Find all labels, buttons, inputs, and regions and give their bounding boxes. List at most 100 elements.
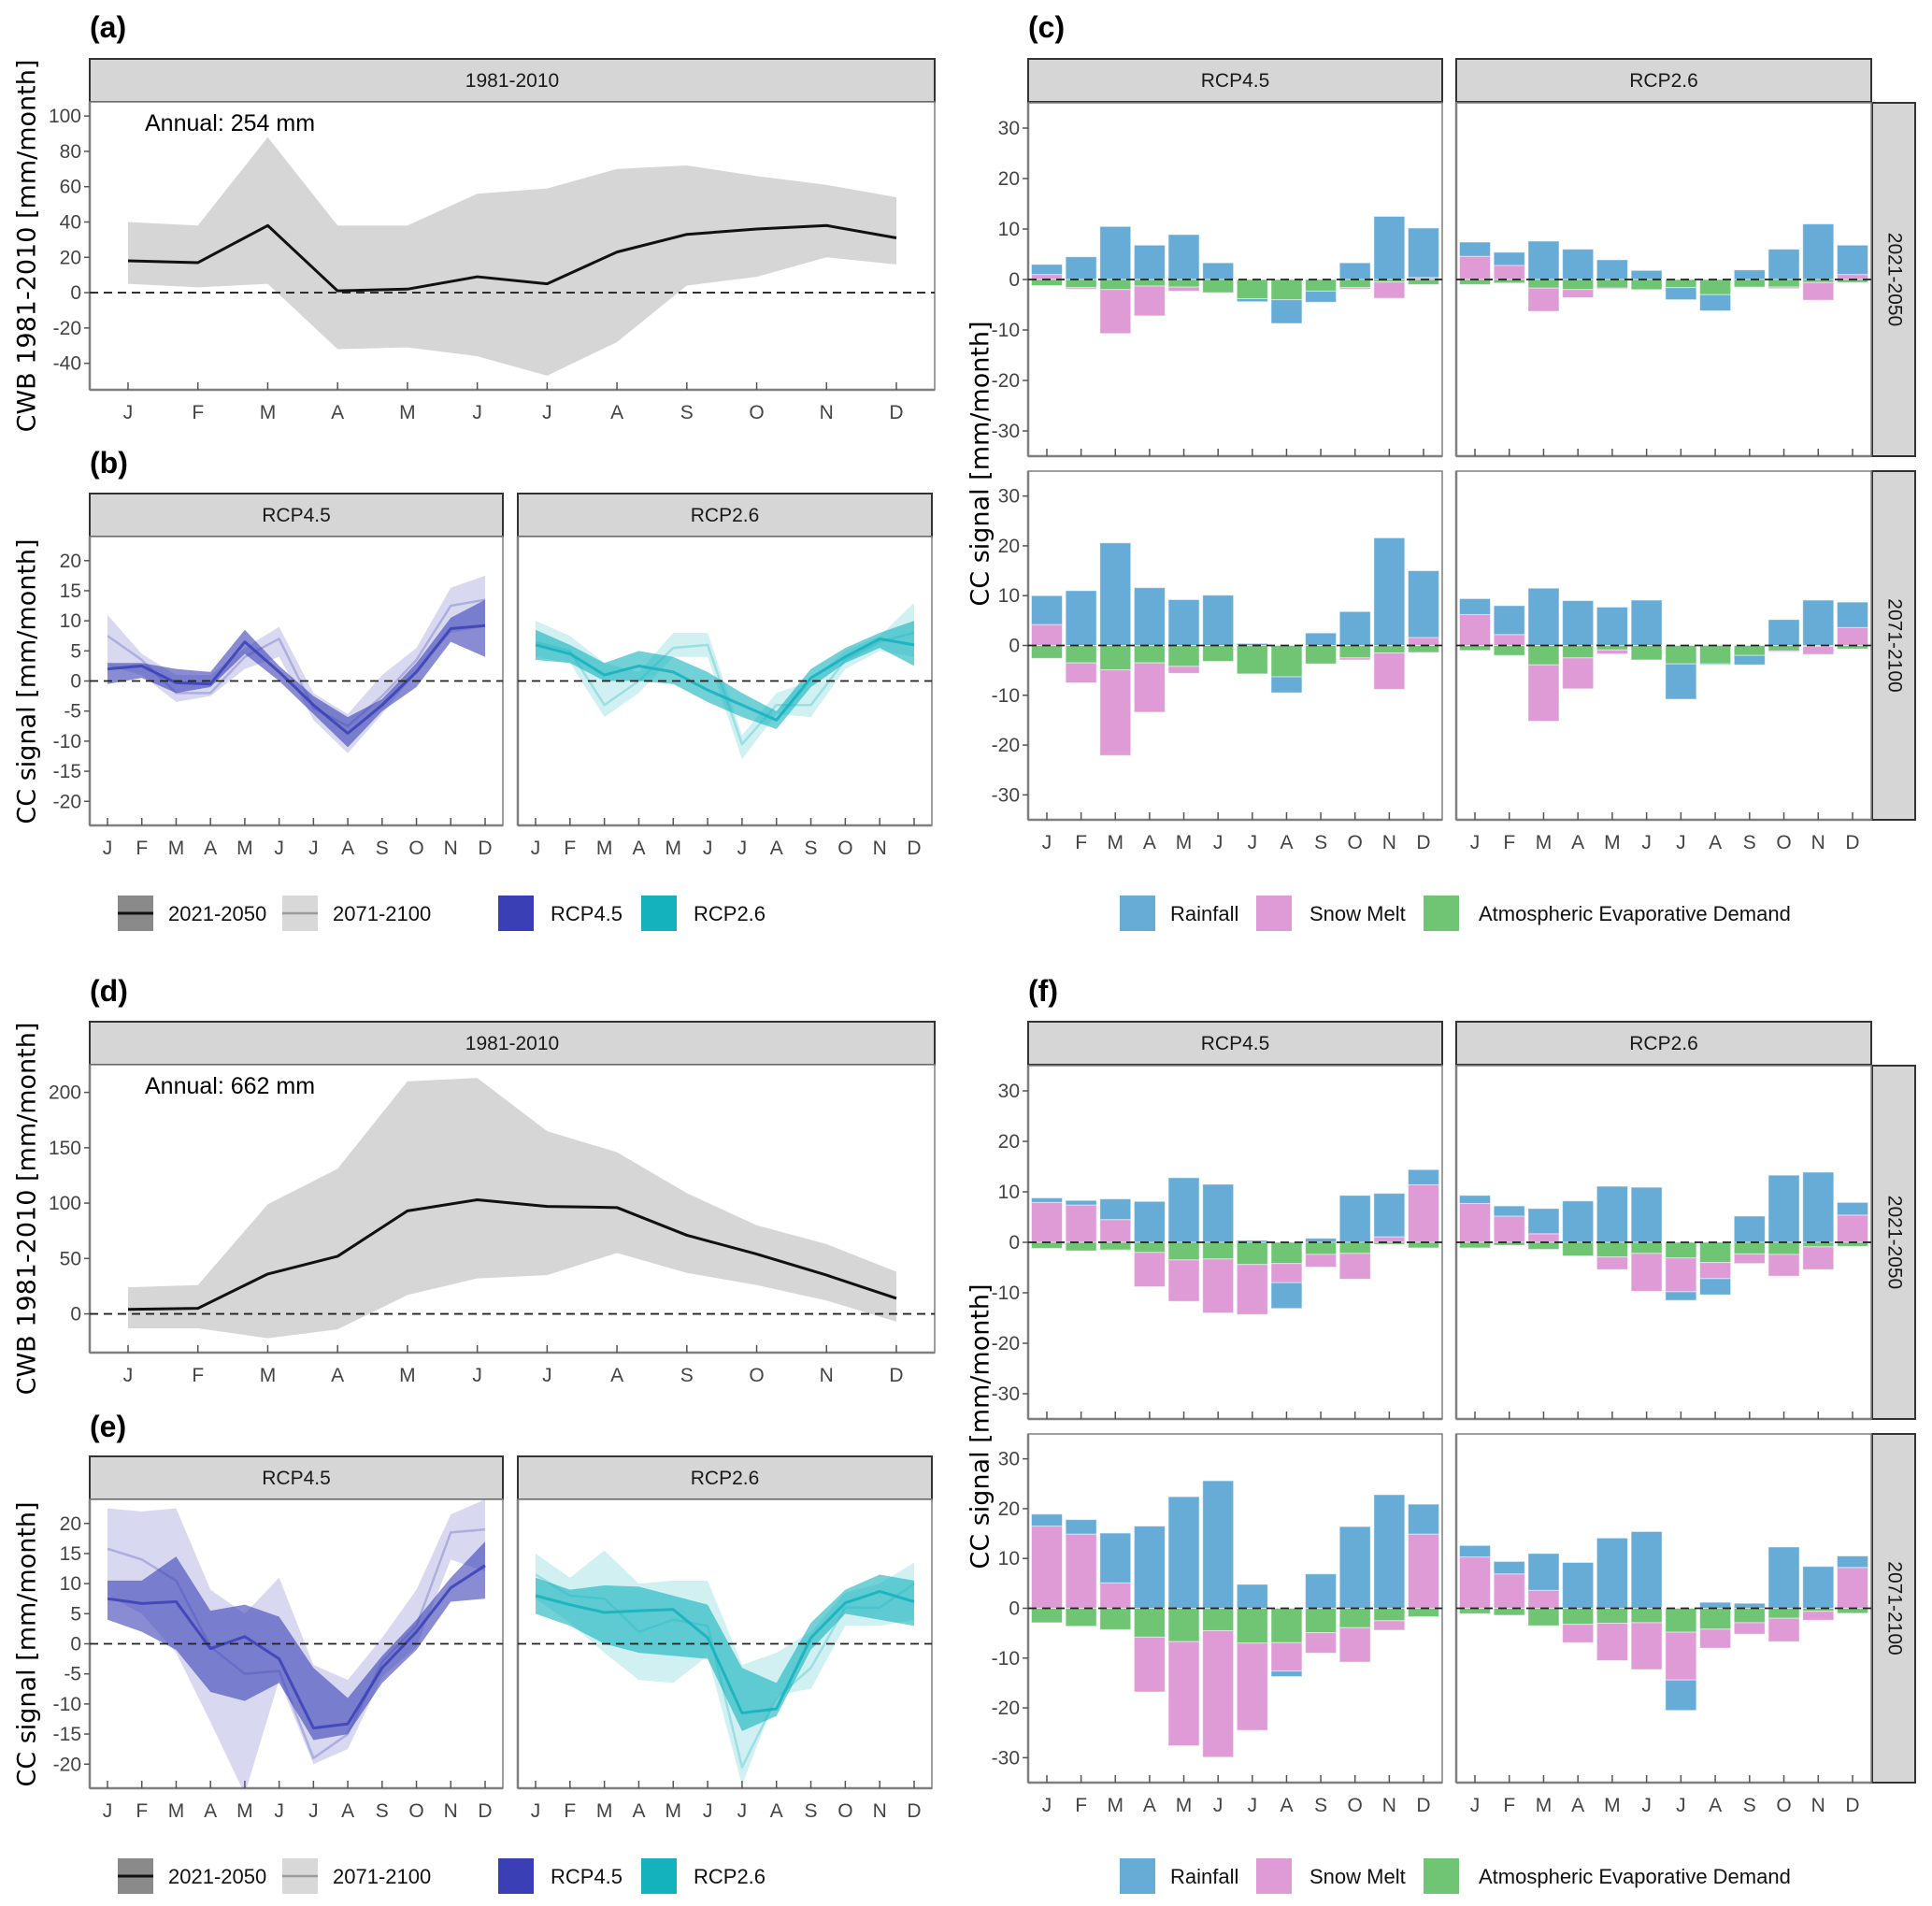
- bar-rainfall: [1596, 1185, 1628, 1243]
- bar-rainfall: [1236, 1584, 1268, 1609]
- y-axis-title: CWB 1981-2010 [mm/month]: [13, 1023, 42, 1396]
- bar-snow-melt: [1527, 287, 1560, 312]
- y-axis-title: CC signal [mm/month]: [13, 1501, 42, 1786]
- bar-aed: [1031, 1241, 1063, 1249]
- bar-rainfall: [1133, 587, 1166, 647]
- bar-snow-melt: [1767, 1617, 1800, 1642]
- bar-rainfall: [1099, 225, 1132, 280]
- bar-snow-melt: [1236, 1642, 1268, 1731]
- x-tick-label: O: [749, 402, 764, 423]
- scenario-strip: [1027, 58, 1443, 103]
- y-tick-label: 5: [70, 640, 81, 662]
- bar-snow-melt: [1408, 637, 1439, 647]
- x-tick-label: A: [1280, 1795, 1293, 1816]
- x-tick-label: F: [192, 1365, 204, 1386]
- panel-f: RCP4.5 RCP2.6 2021-2050 2071-2100 -30 -20 -10 0…: [966, 1021, 1916, 1816]
- legend-swatch-rcp26: [641, 1858, 677, 1894]
- x-tick-label: M: [596, 1800, 613, 1822]
- bar-rainfall: [1338, 610, 1371, 646]
- bar-snow-melt: [1527, 1589, 1560, 1609]
- period-strip: [89, 1021, 936, 1066]
- x-tick-label: A: [1709, 832, 1722, 853]
- bar-aed: [1236, 645, 1268, 675]
- bar-rainfall: [1527, 240, 1560, 280]
- x-tick-label: S: [680, 402, 694, 423]
- x-tick-label: J: [1042, 1795, 1052, 1816]
- bar-aed: [1596, 279, 1628, 289]
- bar-rainfall: [1665, 663, 1697, 700]
- x-tick-label: J: [737, 1800, 748, 1822]
- y-tick-label: 10: [998, 1548, 1020, 1569]
- x-tick-label: A: [1571, 832, 1584, 853]
- bar-snow-melt: [1031, 1526, 1063, 1610]
- panel-a: 1981-2010 -40 -20 0 20 40 60 80 100 J F M A M J J A S O N D A…: [13, 58, 936, 433]
- y-tick-label: 30: [998, 1081, 1020, 1102]
- x-tick-label: M: [236, 838, 253, 859]
- band-2071-2100: [107, 575, 485, 753]
- bar-snow-melt: [1836, 1214, 1869, 1243]
- y-axis-title: CWB 1981-2010 [mm/month]: [13, 60, 42, 433]
- bar-rainfall: [1408, 570, 1439, 638]
- plot-area: [517, 536, 933, 826]
- bar-rainfall: [1699, 663, 1732, 666]
- x-tick-label: J: [472, 402, 482, 423]
- bar-snow-melt: [1031, 1201, 1063, 1243]
- bar-snow-melt: [1699, 1262, 1732, 1280]
- bar-aed: [1493, 1241, 1525, 1246]
- bar-rainfall: [1802, 223, 1835, 280]
- x-tick-label: J: [1641, 1795, 1652, 1816]
- bar-rainfall: [1767, 1174, 1800, 1243]
- x-tick-label: F: [1075, 1795, 1087, 1816]
- x-tick-label: J: [103, 1800, 113, 1822]
- x-tick-label: A: [204, 1800, 217, 1822]
- x-tick-label: J: [274, 838, 284, 859]
- bar-rainfall: [1133, 1526, 1166, 1610]
- y-tick-label: -5: [64, 1664, 81, 1685]
- x-tick-label: J: [1248, 1795, 1258, 1816]
- y-tick-label: 0: [70, 1634, 81, 1655]
- bar-rainfall: [1408, 1168, 1439, 1185]
- x-tick-label: O: [408, 1800, 423, 1822]
- scenario-strip-label: RCP2.6: [1629, 70, 1698, 92]
- scenario-strip-label: RCP2.6: [1629, 1033, 1698, 1054]
- y-tick-label: 5: [70, 1603, 81, 1625]
- plot-area: [1455, 470, 1872, 821]
- plot-area: [1027, 102, 1443, 457]
- bar-snow-melt: [1099, 289, 1132, 335]
- panel-label-a: (a): [90, 10, 126, 44]
- y-tick-label: 15: [60, 580, 81, 602]
- bar-rainfall: [1665, 1291, 1697, 1301]
- x-tick-label: A: [341, 1800, 354, 1822]
- legends: 2021-2050 2071-2100 RCP4.5 RCP2.6 Rainfall Sn…: [118, 896, 1791, 1894]
- scenario-strip: [1455, 58, 1872, 103]
- x-tick-label: N: [820, 402, 834, 423]
- bar-rainfall: [1527, 1208, 1560, 1235]
- bar-aed: [1065, 645, 1097, 664]
- bar-rainfall: [1836, 601, 1869, 628]
- bar-aed: [1305, 279, 1338, 292]
- bar-snow-melt: [1305, 1254, 1338, 1268]
- bar-rainfall: [1099, 542, 1132, 647]
- scenario-strip-label: RCP4.5: [262, 1468, 331, 1489]
- bar-rainfall: [1338, 1195, 1371, 1243]
- band-2021-2050: [536, 621, 914, 729]
- bar-snow-melt: [1202, 1629, 1235, 1758]
- y-tick-label: -10: [53, 731, 81, 752]
- x-tick-label: J: [1248, 832, 1258, 853]
- bar-snow-melt: [1065, 662, 1097, 683]
- bar-aed: [1133, 1608, 1166, 1638]
- x-tick-label: S: [680, 1365, 694, 1386]
- bar-rainfall: [1305, 1573, 1338, 1610]
- x-tick-label: A: [610, 1365, 623, 1386]
- bar-snow-melt: [1630, 1622, 1663, 1670]
- x-tick-label: J: [1470, 1795, 1481, 1816]
- bar-aed: [1562, 645, 1595, 659]
- bar-rainfall: [1733, 269, 1766, 280]
- bar-snow-melt: [1373, 1620, 1406, 1631]
- x-tick-label: J: [542, 1365, 552, 1386]
- baseline-mean-line: [127, 223, 897, 293]
